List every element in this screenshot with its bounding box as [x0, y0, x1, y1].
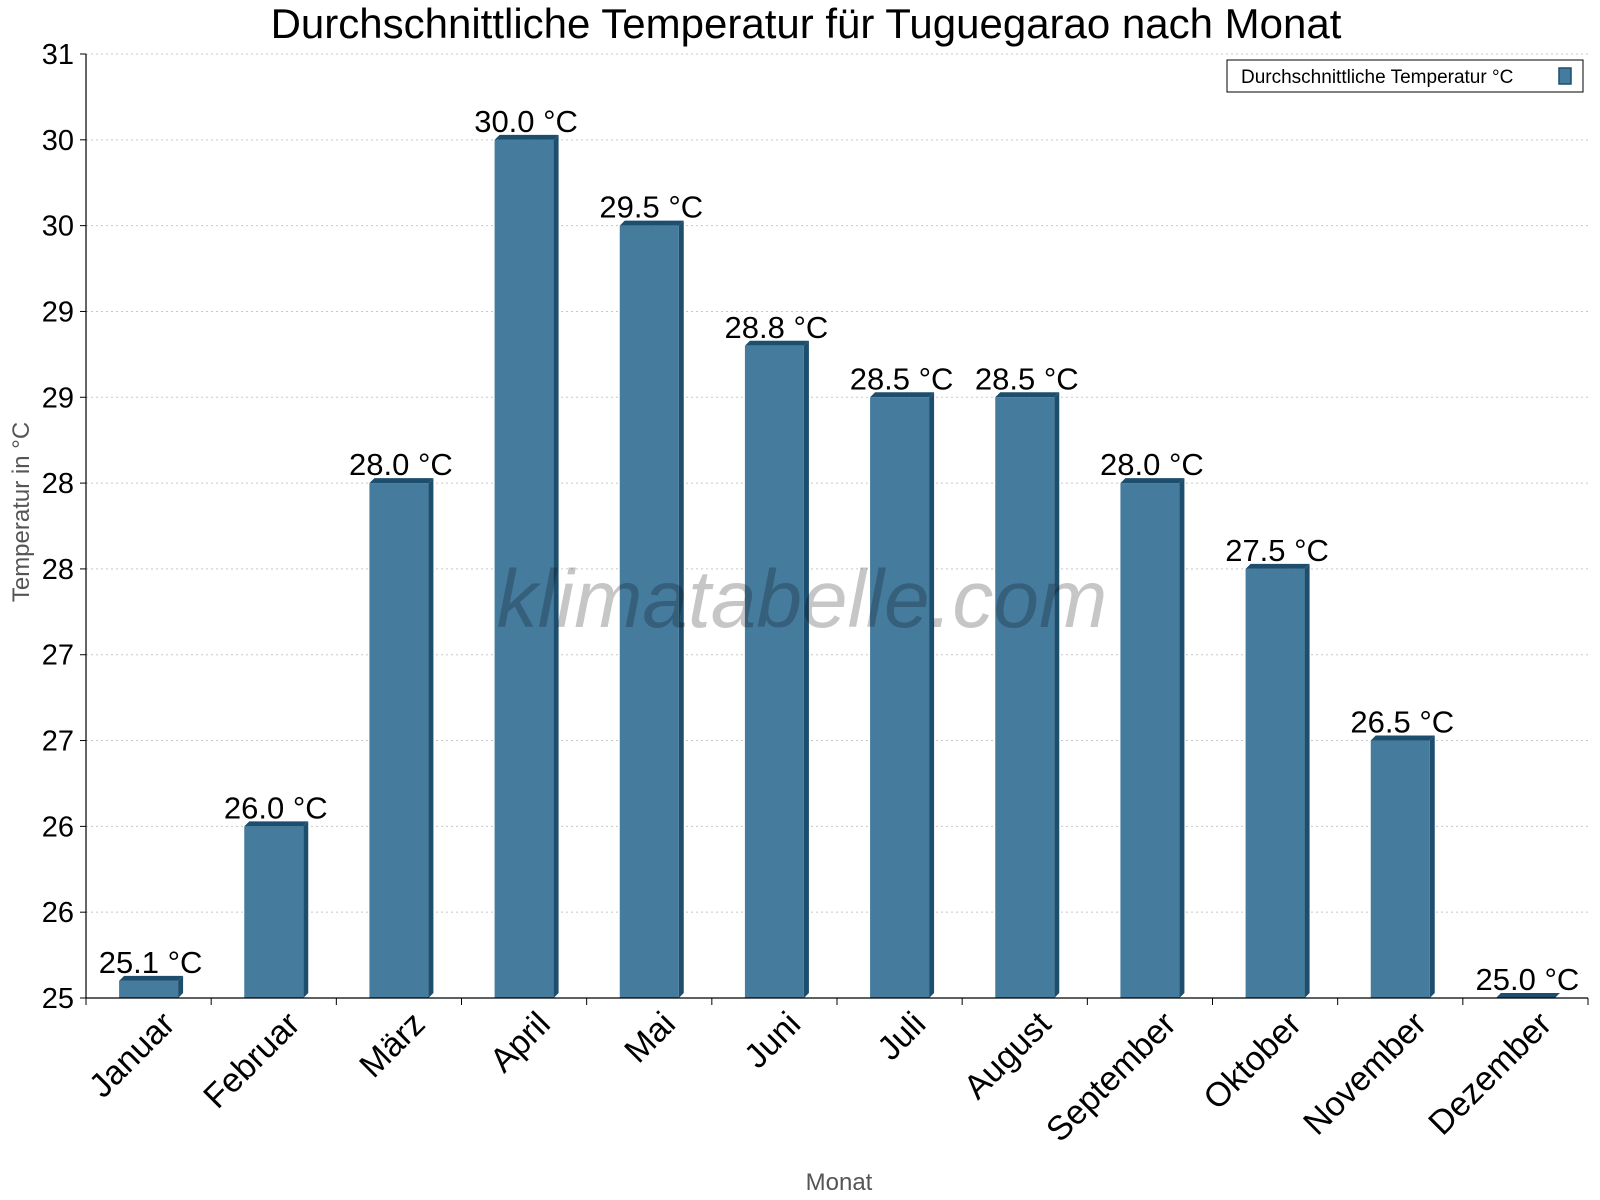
- bar: [119, 975, 184, 998]
- data-label: 28.0 °C: [349, 447, 453, 482]
- data-label: 28.8 °C: [725, 310, 829, 345]
- bar-side: [1054, 392, 1060, 999]
- watermark: klimatabelle.com: [497, 554, 1108, 645]
- y-tick-label: 26: [42, 897, 74, 929]
- x-tick-label: November: [1296, 1005, 1434, 1143]
- data-label: 27.5 °C: [1225, 533, 1329, 568]
- bar: [619, 220, 684, 999]
- x-tick-label: April: [483, 1005, 558, 1080]
- data-label: 28.5 °C: [850, 361, 954, 396]
- bar-front: [995, 397, 1055, 999]
- bar-front: [119, 980, 179, 998]
- x-tick-label: August: [957, 1004, 1059, 1106]
- bar-top: [369, 478, 434, 484]
- grid: [86, 53, 1588, 913]
- bar-side: [178, 975, 184, 998]
- bar-front: [870, 397, 930, 999]
- y-tick-label: 31: [42, 39, 74, 71]
- axes: [85, 54, 1588, 999]
- bar-top: [995, 392, 1060, 398]
- bars: [119, 134, 1560, 999]
- legend-box: [1226, 59, 1584, 93]
- bar-side: [1179, 478, 1185, 998]
- bar-top: [494, 134, 559, 140]
- x-tick-label: Januar: [82, 1005, 182, 1105]
- legend-label: Durchschnittliche Temperatur °C: [1241, 67, 1513, 88]
- bar-front: [244, 826, 304, 998]
- bar-top: [1370, 735, 1435, 741]
- data-label: 28.5 °C: [975, 361, 1079, 396]
- x-tick-label: Juli: [870, 1005, 933, 1068]
- bar-side: [303, 821, 309, 998]
- bar: [1245, 563, 1310, 998]
- bar-top: [1120, 478, 1185, 484]
- bar: [369, 478, 434, 998]
- x-tick-label: Dezember: [1421, 1005, 1559, 1143]
- legend: Durchschnittliche Temperatur °C: [1226, 59, 1584, 93]
- bar-front: [494, 139, 554, 998]
- bar-front: [1370, 740, 1430, 998]
- x-tick-label: Mai: [617, 1005, 683, 1071]
- y-tick-label: 27: [42, 640, 74, 672]
- data-label: 26.0 °C: [224, 790, 328, 825]
- x-tick-label: Oktober: [1196, 1005, 1308, 1117]
- data-label: 30.0 °C: [474, 104, 578, 139]
- bar: [995, 392, 1060, 999]
- y-axis-ticks: 25 26 26 27 27 28 28 29 29 30 30 31: [42, 39, 86, 1015]
- bar-side: [553, 134, 559, 998]
- bar-top: [870, 392, 935, 398]
- bar-top: [744, 340, 809, 346]
- bar: [870, 392, 935, 999]
- bar-side: [1429, 735, 1435, 998]
- data-label: 25.1 °C: [99, 945, 203, 980]
- y-tick-label: 30: [42, 125, 74, 157]
- bar-side: [929, 392, 935, 999]
- bar-side: [678, 220, 684, 999]
- bar-top: [1245, 563, 1310, 569]
- bar-top: [619, 220, 684, 226]
- y-tick-label: 30: [42, 211, 74, 243]
- chart-title: Durchschnittliche Temperatur für Tuguega…: [271, 0, 1342, 47]
- bar: [1120, 478, 1185, 998]
- x-axis-ticks: Januar Februar März April Mai Juni Juli AugustS…: [82, 998, 1589, 1149]
- data-label: 29.5 °C: [599, 190, 703, 225]
- bar-top: [244, 821, 309, 827]
- y-tick-label: 28: [42, 554, 74, 586]
- x-tick-label: Februar: [196, 1005, 307, 1116]
- y-tick-label: 29: [42, 296, 74, 328]
- bar-front: [744, 345, 804, 998]
- bar-side: [803, 340, 809, 998]
- data-labels: 25.1 °C 26.0 °C 28.0 °C 30.0 °C 29.5 °C 28.8 …: [99, 104, 1580, 997]
- bar-side: [428, 478, 434, 998]
- y-tick-label: 29: [42, 382, 74, 414]
- y-tick-label: 27: [42, 726, 74, 758]
- bar: [1495, 993, 1560, 998]
- x-axis-title: Monat: [806, 1169, 873, 1196]
- x-tick-label: Juni: [737, 1005, 808, 1076]
- bar-front: [619, 225, 679, 999]
- bar-front: [1245, 568, 1305, 998]
- bar-top: [119, 975, 184, 981]
- bar-front: [369, 483, 429, 998]
- x-tick-label: September: [1039, 1005, 1183, 1149]
- data-label: 26.5 °C: [1350, 705, 1454, 740]
- y-tick-label: 28: [42, 468, 74, 500]
- bar-top: [1495, 993, 1560, 998]
- bar-front: [1120, 483, 1180, 998]
- bar-side: [1304, 563, 1310, 998]
- bar: [244, 821, 309, 998]
- y-tick-label: 25: [42, 983, 74, 1015]
- data-label: 25.0 °C: [1476, 962, 1580, 997]
- bar: [1370, 735, 1435, 998]
- data-label: 28.0 °C: [1100, 447, 1204, 482]
- x-tick-label: März: [352, 1005, 432, 1085]
- legend-swatch: [1558, 67, 1572, 85]
- y-axis-title: Temperatur in °C: [8, 422, 35, 602]
- bar: [744, 340, 809, 998]
- bar: [494, 134, 559, 998]
- y-tick-label: 26: [42, 811, 74, 843]
